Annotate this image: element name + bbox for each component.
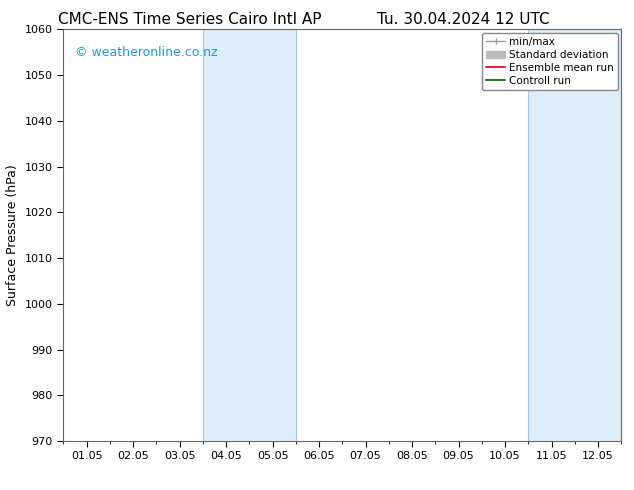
Legend: min/max, Standard deviation, Ensemble mean run, Controll run: min/max, Standard deviation, Ensemble me… xyxy=(482,32,618,90)
Y-axis label: Surface Pressure (hPa): Surface Pressure (hPa) xyxy=(6,164,19,306)
Text: © weatheronline.co.nz: © weatheronline.co.nz xyxy=(75,46,217,59)
Bar xyxy=(528,29,621,441)
Text: CMC-ENS Time Series Cairo Intl AP: CMC-ENS Time Series Cairo Intl AP xyxy=(58,12,322,27)
Bar xyxy=(203,29,296,441)
Text: Tu. 30.04.2024 12 UTC: Tu. 30.04.2024 12 UTC xyxy=(377,12,549,27)
